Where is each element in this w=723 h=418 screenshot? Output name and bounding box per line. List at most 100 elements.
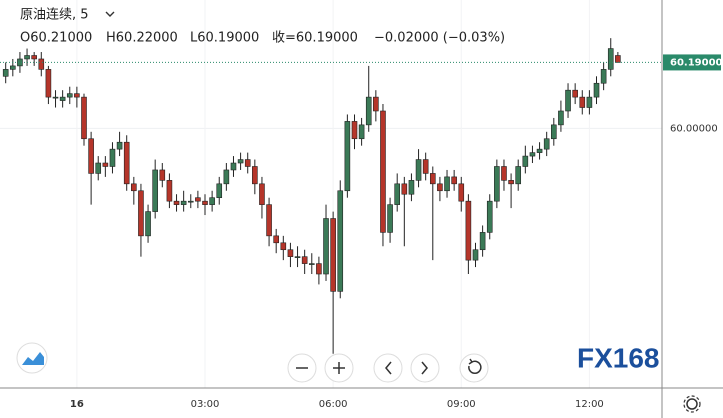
candle-body <box>494 166 500 202</box>
candle-body <box>508 180 514 185</box>
candle-body <box>145 211 151 237</box>
candle-body <box>543 138 550 150</box>
candle-body <box>586 96 593 108</box>
candle-body <box>408 180 415 195</box>
candle-body <box>166 180 173 202</box>
candle-body <box>216 183 223 199</box>
candle-body <box>116 141 123 150</box>
candle-body <box>458 183 465 202</box>
chart-type-button[interactable] <box>16 342 48 374</box>
candle-body <box>138 190 144 237</box>
candle-body <box>88 138 94 174</box>
candle-body <box>522 155 529 167</box>
candle-body <box>102 162 109 167</box>
candle-body <box>131 183 137 192</box>
candle-body <box>465 200 472 261</box>
x-tick-label: 16 <box>70 399 84 410</box>
zoom-in-button[interactable] <box>324 353 354 383</box>
candle-body <box>444 176 450 192</box>
symbol-title[interactable]: 原油连续, 5 <box>20 7 89 23</box>
candle-body <box>287 249 294 257</box>
candle-body <box>2 69 9 77</box>
candle-body <box>74 93 80 98</box>
candle-body <box>52 96 59 99</box>
x-tick-label: 09:00 <box>447 399 476 410</box>
candle-body <box>152 169 158 212</box>
x-tick-label: 06:00 <box>319 399 348 410</box>
candle-body <box>451 176 457 185</box>
candle-body <box>401 183 408 195</box>
y-tick-label: 60.00000 <box>670 123 718 134</box>
candle-body <box>59 96 66 101</box>
candle-body <box>244 159 251 167</box>
candle-body <box>273 235 279 244</box>
candle-body <box>358 124 365 140</box>
candle-body <box>316 263 322 275</box>
candle-body <box>437 183 443 192</box>
candle-body <box>387 204 393 233</box>
candle-body <box>579 96 586 108</box>
candle-body <box>17 58 23 67</box>
candle-body <box>551 124 557 140</box>
settings-button[interactable] <box>683 395 701 413</box>
zoom-out-button[interactable] <box>287 353 317 383</box>
candle-body <box>373 96 379 112</box>
ohlc-close: 收=60.19000 <box>272 31 358 46</box>
candle-body <box>223 169 230 185</box>
candle-body <box>529 152 536 157</box>
x-tick-label: 03:00 <box>191 399 220 410</box>
ohlc-low: L60.19000 <box>190 31 259 46</box>
candle-body <box>45 69 52 98</box>
candle-body <box>123 141 130 185</box>
candle-body <box>536 148 543 153</box>
candle-body <box>607 48 614 70</box>
candle-body <box>394 183 401 205</box>
candle-body <box>259 183 265 205</box>
candle-body <box>479 232 486 251</box>
candle-body <box>159 169 166 181</box>
candle-body <box>294 256 301 258</box>
logo: FX168 <box>577 342 660 373</box>
candle-body <box>301 256 308 264</box>
scroll-left-button[interactable] <box>373 353 403 383</box>
candle-body <box>615 55 621 63</box>
candle-body <box>572 89 578 98</box>
candle-body <box>81 96 87 140</box>
candle-body <box>266 204 272 237</box>
candle-body <box>209 197 215 205</box>
candle-body <box>252 166 258 185</box>
ohlc-open: O60.21000 <box>20 31 92 46</box>
symbol-dropdown[interactable] <box>105 11 115 17</box>
candle-body <box>344 121 351 192</box>
ohlc-high: H60.22000 <box>106 31 178 46</box>
candle-body <box>330 218 336 292</box>
candle-body <box>109 148 116 167</box>
candle-body <box>187 200 194 203</box>
candle-body <box>66 93 73 98</box>
reset-button[interactable] <box>459 353 489 383</box>
plot <box>0 0 662 388</box>
candle-body <box>10 65 16 70</box>
candle-body <box>173 200 180 205</box>
candle-body <box>429 173 436 185</box>
ohlc-change: −0.02000 (−0.03%) <box>374 31 505 46</box>
candle-body <box>337 190 344 292</box>
candle-body <box>24 55 30 60</box>
x-tick-label: 12:00 <box>575 399 604 410</box>
candle-body <box>501 166 507 181</box>
candle-body <box>95 162 102 174</box>
candle-body <box>202 200 208 205</box>
candle-body <box>593 82 600 98</box>
candle-body <box>415 159 422 181</box>
scroll-right-button[interactable] <box>410 353 440 383</box>
candle-body <box>365 96 372 126</box>
candle-body <box>38 58 45 70</box>
candle-body <box>422 159 429 174</box>
candle-body <box>565 89 571 112</box>
candle-body <box>323 218 329 275</box>
candle-body <box>31 55 37 60</box>
candle-body <box>351 121 358 140</box>
candle-body <box>237 159 244 164</box>
candle-body <box>195 197 201 202</box>
